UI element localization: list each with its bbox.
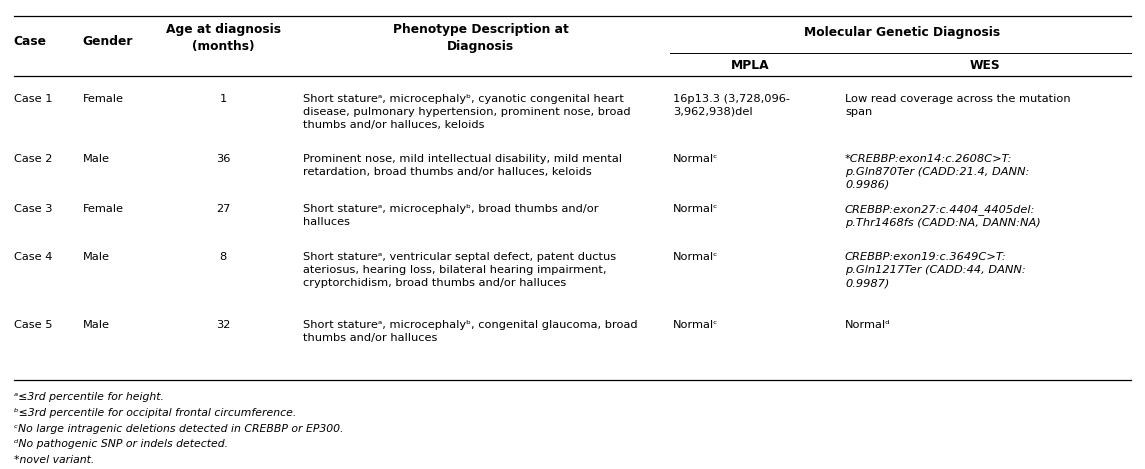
- Text: Phenotype Description at
Diagnosis: Phenotype Description at Diagnosis: [393, 23, 569, 53]
- Text: Normalᶜ: Normalᶜ: [673, 204, 719, 214]
- Text: ᵃ≤3rd percentile for height.: ᵃ≤3rd percentile for height.: [14, 392, 164, 401]
- Text: Short statureᵃ, microcephalyᵇ, cyanotic congenital heart
disease, pulmonary hype: Short statureᵃ, microcephalyᵇ, cyanotic …: [303, 94, 631, 130]
- Text: ᵈNo pathogenic SNP or indels detected.: ᵈNo pathogenic SNP or indels detected.: [14, 439, 228, 449]
- Text: Male: Male: [82, 154, 110, 164]
- Text: Female: Female: [82, 204, 124, 214]
- Text: Molecular Genetic Diagnosis: Molecular Genetic Diagnosis: [804, 26, 1001, 39]
- Text: Case 3: Case 3: [14, 204, 53, 214]
- Text: Normalᶜ: Normalᶜ: [673, 320, 719, 330]
- Text: Short statureᵃ, ventricular septal defect, patent ductus
ateriosus, hearing loss: Short statureᵃ, ventricular septal defec…: [303, 252, 616, 288]
- Text: 36: 36: [216, 154, 230, 164]
- Text: WES: WES: [970, 59, 1000, 72]
- Text: Normalᶜ: Normalᶜ: [673, 252, 719, 262]
- Text: *novel variant.: *novel variant.: [14, 455, 94, 465]
- Text: CREBBP:exon19:c.3649C>T:
p.Gln1217Ter (CADD:44, DANN:
0.9987): CREBBP:exon19:c.3649C>T: p.Gln1217Ter (C…: [845, 252, 1026, 288]
- Text: 32: 32: [216, 320, 230, 330]
- Text: Female: Female: [82, 94, 124, 104]
- Text: Short statureᵃ, microcephalyᵇ, congenital glaucoma, broad
thumbs and/or halluces: Short statureᵃ, microcephalyᵇ, congenita…: [303, 320, 638, 343]
- Text: Age at diagnosis
(months): Age at diagnosis (months): [166, 23, 281, 53]
- Text: MPLA: MPLA: [731, 59, 769, 72]
- Text: Normalᵈ: Normalᵈ: [845, 320, 891, 330]
- Text: Case 4: Case 4: [14, 252, 53, 262]
- Text: Case: Case: [14, 35, 47, 48]
- Text: Case 1: Case 1: [14, 94, 53, 104]
- Text: Low read coverage across the mutation
span: Low read coverage across the mutation sp…: [845, 94, 1071, 117]
- Text: Short statureᵃ, microcephalyᵇ, broad thumbs and/or
halluces: Short statureᵃ, microcephalyᵇ, broad thu…: [303, 204, 599, 227]
- Text: Case 5: Case 5: [14, 320, 53, 330]
- Text: 8: 8: [220, 252, 227, 262]
- Text: Prominent nose, mild intellectual disability, mild mental
retardation, broad thu: Prominent nose, mild intellectual disabi…: [303, 154, 623, 177]
- Text: 16p13.3 (3,728,096-
3,962,938)del: 16p13.3 (3,728,096- 3,962,938)del: [673, 94, 790, 117]
- Text: Case 2: Case 2: [14, 154, 53, 164]
- Text: 1: 1: [220, 94, 227, 104]
- Text: CREBBP:exon27:c.4404_4405del:
p.Thr1468fs (CADD:NA, DANN:NA): CREBBP:exon27:c.4404_4405del: p.Thr1468f…: [845, 204, 1041, 228]
- Text: *CREBBP:exon14:c.2608C>T:
p.Gln870Ter (CADD:21.4, DANN:
0.9986): *CREBBP:exon14:c.2608C>T: p.Gln870Ter (C…: [845, 154, 1029, 190]
- Text: Male: Male: [82, 320, 110, 330]
- Text: Male: Male: [82, 252, 110, 262]
- Text: Gender: Gender: [82, 35, 133, 48]
- Text: ᶜNo large intragenic deletions detected in CREBBP or EP300.: ᶜNo large intragenic deletions detected …: [14, 424, 344, 433]
- Text: 27: 27: [216, 204, 230, 214]
- Text: Normalᶜ: Normalᶜ: [673, 154, 719, 164]
- Text: ᵇ≤3rd percentile for occipital frontal circumference.: ᵇ≤3rd percentile for occipital frontal c…: [14, 408, 297, 417]
